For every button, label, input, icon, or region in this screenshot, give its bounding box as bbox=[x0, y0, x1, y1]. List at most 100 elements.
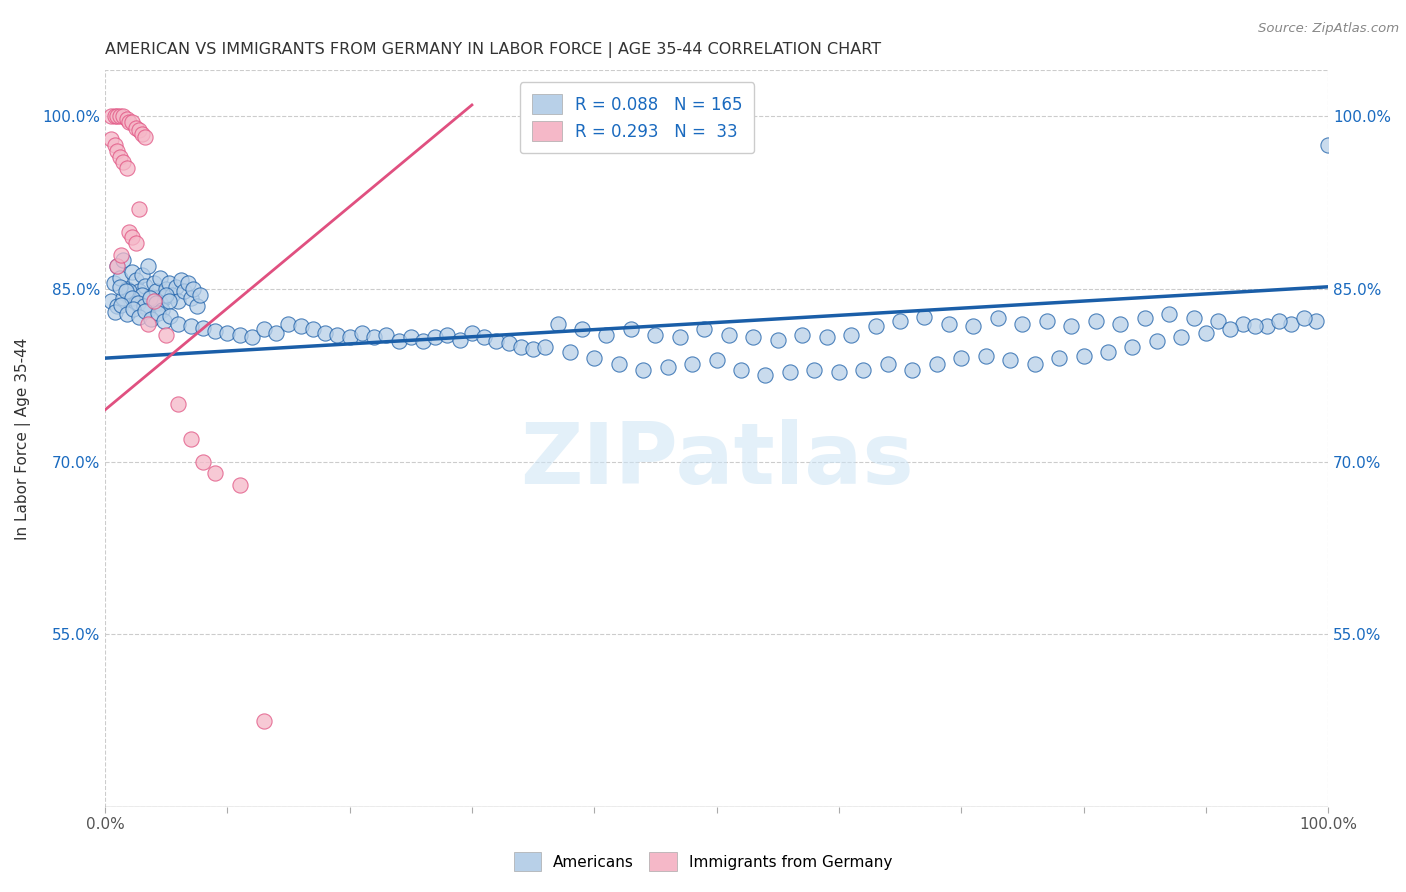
Point bbox=[228, 328, 250, 343]
Point bbox=[803, 362, 825, 376]
Point bbox=[547, 317, 569, 331]
Point bbox=[180, 291, 202, 305]
Point bbox=[105, 110, 128, 124]
Point bbox=[132, 299, 155, 313]
Point bbox=[121, 115, 143, 129]
Point bbox=[114, 285, 136, 299]
Point bbox=[128, 123, 150, 137]
Point bbox=[180, 318, 202, 333]
Point bbox=[264, 326, 287, 340]
Point bbox=[173, 285, 195, 299]
Point bbox=[998, 353, 1021, 368]
Point bbox=[124, 296, 146, 310]
Point bbox=[112, 155, 135, 169]
Point bbox=[558, 345, 581, 359]
Point bbox=[766, 333, 789, 347]
Text: Source: ZipAtlas.com: Source: ZipAtlas.com bbox=[1258, 22, 1399, 36]
Point bbox=[657, 360, 679, 375]
Point bbox=[472, 330, 495, 344]
Point bbox=[108, 110, 131, 124]
Point bbox=[112, 291, 135, 305]
Point bbox=[104, 305, 127, 319]
Point bbox=[152, 291, 174, 305]
Point bbox=[204, 467, 226, 481]
Point bbox=[350, 326, 373, 340]
Point bbox=[839, 328, 862, 343]
Point bbox=[290, 318, 312, 333]
Point bbox=[865, 318, 887, 333]
Point bbox=[142, 293, 165, 308]
Point bbox=[186, 299, 208, 313]
Point bbox=[181, 282, 204, 296]
Point bbox=[399, 330, 422, 344]
Point bbox=[436, 328, 458, 343]
Point bbox=[302, 322, 325, 336]
Point bbox=[1256, 318, 1278, 333]
Point bbox=[131, 288, 153, 302]
Point bbox=[681, 357, 703, 371]
Point bbox=[620, 322, 643, 336]
Point bbox=[121, 230, 143, 244]
Point bbox=[180, 432, 202, 446]
Point bbox=[485, 334, 508, 348]
Point bbox=[141, 289, 163, 303]
Point bbox=[950, 351, 973, 366]
Point bbox=[104, 110, 127, 124]
Point bbox=[167, 293, 190, 308]
Point bbox=[124, 120, 146, 135]
Point bbox=[159, 309, 181, 323]
Point bbox=[1146, 334, 1168, 348]
Point bbox=[142, 277, 165, 291]
Point bbox=[152, 302, 174, 317]
Point bbox=[815, 330, 838, 344]
Point bbox=[1084, 314, 1107, 328]
Point bbox=[127, 296, 149, 310]
Point bbox=[498, 336, 520, 351]
Point bbox=[204, 324, 226, 338]
Point bbox=[121, 265, 143, 279]
Point bbox=[1024, 357, 1046, 371]
Point bbox=[1036, 314, 1059, 328]
Point bbox=[139, 291, 162, 305]
Point bbox=[412, 334, 434, 348]
Point bbox=[115, 307, 138, 321]
Point bbox=[115, 112, 138, 126]
Point bbox=[730, 362, 752, 376]
Point bbox=[534, 340, 557, 354]
Point bbox=[217, 326, 239, 340]
Point bbox=[167, 397, 190, 411]
Point bbox=[754, 368, 776, 383]
Point bbox=[105, 259, 128, 273]
Point bbox=[1060, 318, 1083, 333]
Text: AMERICAN VS IMMIGRANTS FROM GERMANY IN LABOR FORCE | AGE 35-44 CORRELATION CHART: AMERICAN VS IMMIGRANTS FROM GERMANY IN L… bbox=[105, 42, 882, 58]
Point bbox=[1182, 310, 1205, 325]
Point bbox=[363, 330, 385, 344]
Point bbox=[155, 328, 177, 343]
Point bbox=[314, 326, 336, 340]
Point bbox=[128, 202, 150, 216]
Point bbox=[595, 328, 617, 343]
Point bbox=[118, 115, 141, 129]
Point bbox=[112, 253, 135, 268]
Point bbox=[108, 150, 131, 164]
Point bbox=[131, 268, 153, 283]
Point bbox=[1292, 310, 1315, 325]
Point bbox=[190, 288, 212, 302]
Point bbox=[134, 278, 156, 293]
Point bbox=[141, 312, 163, 326]
Point bbox=[1097, 345, 1119, 359]
Point bbox=[1047, 351, 1070, 366]
Point bbox=[157, 277, 180, 291]
Point bbox=[607, 357, 630, 371]
Point bbox=[128, 310, 150, 324]
Point bbox=[240, 330, 263, 344]
Point bbox=[191, 455, 214, 469]
Point bbox=[108, 280, 131, 294]
Point bbox=[115, 282, 138, 296]
Point bbox=[901, 362, 924, 376]
Point bbox=[1317, 138, 1340, 153]
Point bbox=[1011, 317, 1033, 331]
Point bbox=[157, 293, 180, 308]
Point bbox=[717, 328, 740, 343]
Point bbox=[1195, 326, 1218, 340]
